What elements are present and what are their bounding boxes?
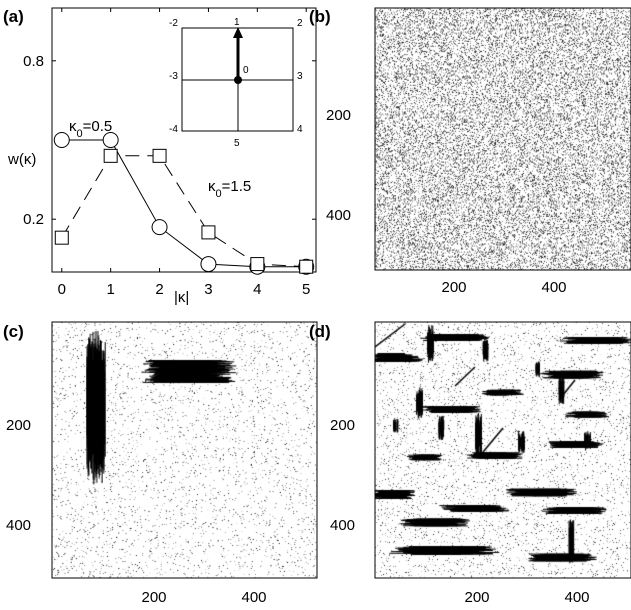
- panel-d-label: (d): [309, 322, 331, 341]
- series-1-point-1: [103, 148, 118, 163]
- inset-arrow-head: [233, 27, 243, 38]
- inset-origin-dot: [234, 76, 242, 84]
- panel-b-frame: [374, 7, 631, 271]
- y-tick-label: 0.2: [23, 211, 44, 228]
- x-axis-label: |κ|: [174, 289, 189, 306]
- series-1-point-3: [201, 225, 216, 240]
- panel-d-xtick-400: 400: [564, 589, 589, 606]
- y-axis-label: w(κ): [7, 151, 36, 168]
- series-line-1: [61, 155, 307, 268]
- panel-c-ytick-200: 200: [6, 417, 31, 434]
- panel-a-label: (a): [3, 7, 24, 26]
- series-line-0: [61, 139, 307, 268]
- panel-c-label: (c): [3, 322, 24, 341]
- x-tick-label: 1: [106, 281, 114, 298]
- inset-num-0: 0: [243, 65, 249, 76]
- panel-b-xtick-400: 400: [541, 279, 566, 296]
- panel-c-ytick-400: 400: [6, 517, 31, 534]
- annotation-kappa0-1-5: κ0=1.5: [208, 178, 251, 200]
- panel-c-xtick-200: 200: [141, 589, 166, 606]
- inset-num-4: 4: [297, 124, 303, 135]
- panel-b-image: [375, 8, 631, 270]
- panel-d: (d) 200 400 200 400: [309, 321, 631, 606]
- x-tick-label: 3: [204, 281, 212, 298]
- panel-b-ytick-200: 200: [326, 107, 351, 124]
- panel-b: (b) 200 400 200 400: [309, 7, 631, 296]
- y-tick-label: 0.8: [23, 53, 44, 70]
- series-1-point-2: [152, 148, 167, 163]
- series-1-point-5: [299, 259, 314, 274]
- inset-num-neg3: -3: [169, 71, 178, 82]
- panel-c-xtick-400: 400: [241, 589, 266, 606]
- y-ticks: 0.2 0.8: [23, 53, 316, 228]
- panel-b-ytick-400: 400: [326, 207, 351, 224]
- series-1-point-4: [250, 257, 265, 272]
- inset-num-3: 3: [297, 71, 303, 82]
- series-0-point-1: [102, 132, 119, 148]
- panel-b-label: (b): [309, 7, 331, 26]
- x-tick-label: 0: [58, 281, 66, 298]
- panel-d-frame: [374, 321, 631, 579]
- x-tick-label: 2: [155, 281, 163, 298]
- series-1-point-0: [54, 230, 69, 245]
- inset-num-2: 2: [297, 18, 303, 29]
- inset-num-neg4: -4: [169, 124, 178, 135]
- series-group: [53, 132, 315, 275]
- panel-c-frame: [51, 321, 318, 579]
- panel-d-ytick-200: 200: [330, 417, 355, 434]
- inset-num-neg2: -2: [169, 18, 178, 29]
- panel-c: (c) 200 400 200 400: [3, 321, 318, 606]
- series-0-point-3: [200, 256, 217, 273]
- panel-a-frame: [51, 7, 317, 273]
- inset-num-5: 5: [234, 138, 240, 149]
- panel-d-xtick-200: 200: [464, 589, 489, 606]
- x-tick-label: 5: [302, 281, 310, 298]
- inset-num-1: 1: [234, 17, 240, 28]
- inset-diagram: -2 1 2 -3 0 3 -4 5 4: [169, 17, 303, 149]
- x-tick-label: 4: [253, 281, 261, 298]
- series-0-point-2: [151, 219, 168, 236]
- panel-d-image: [375, 322, 631, 578]
- series-0-point-0: [53, 132, 70, 148]
- panel-b-xtick-200: 200: [441, 279, 466, 296]
- panel-d-ytick-400: 400: [330, 517, 355, 534]
- panel-c-image: [52, 322, 317, 578]
